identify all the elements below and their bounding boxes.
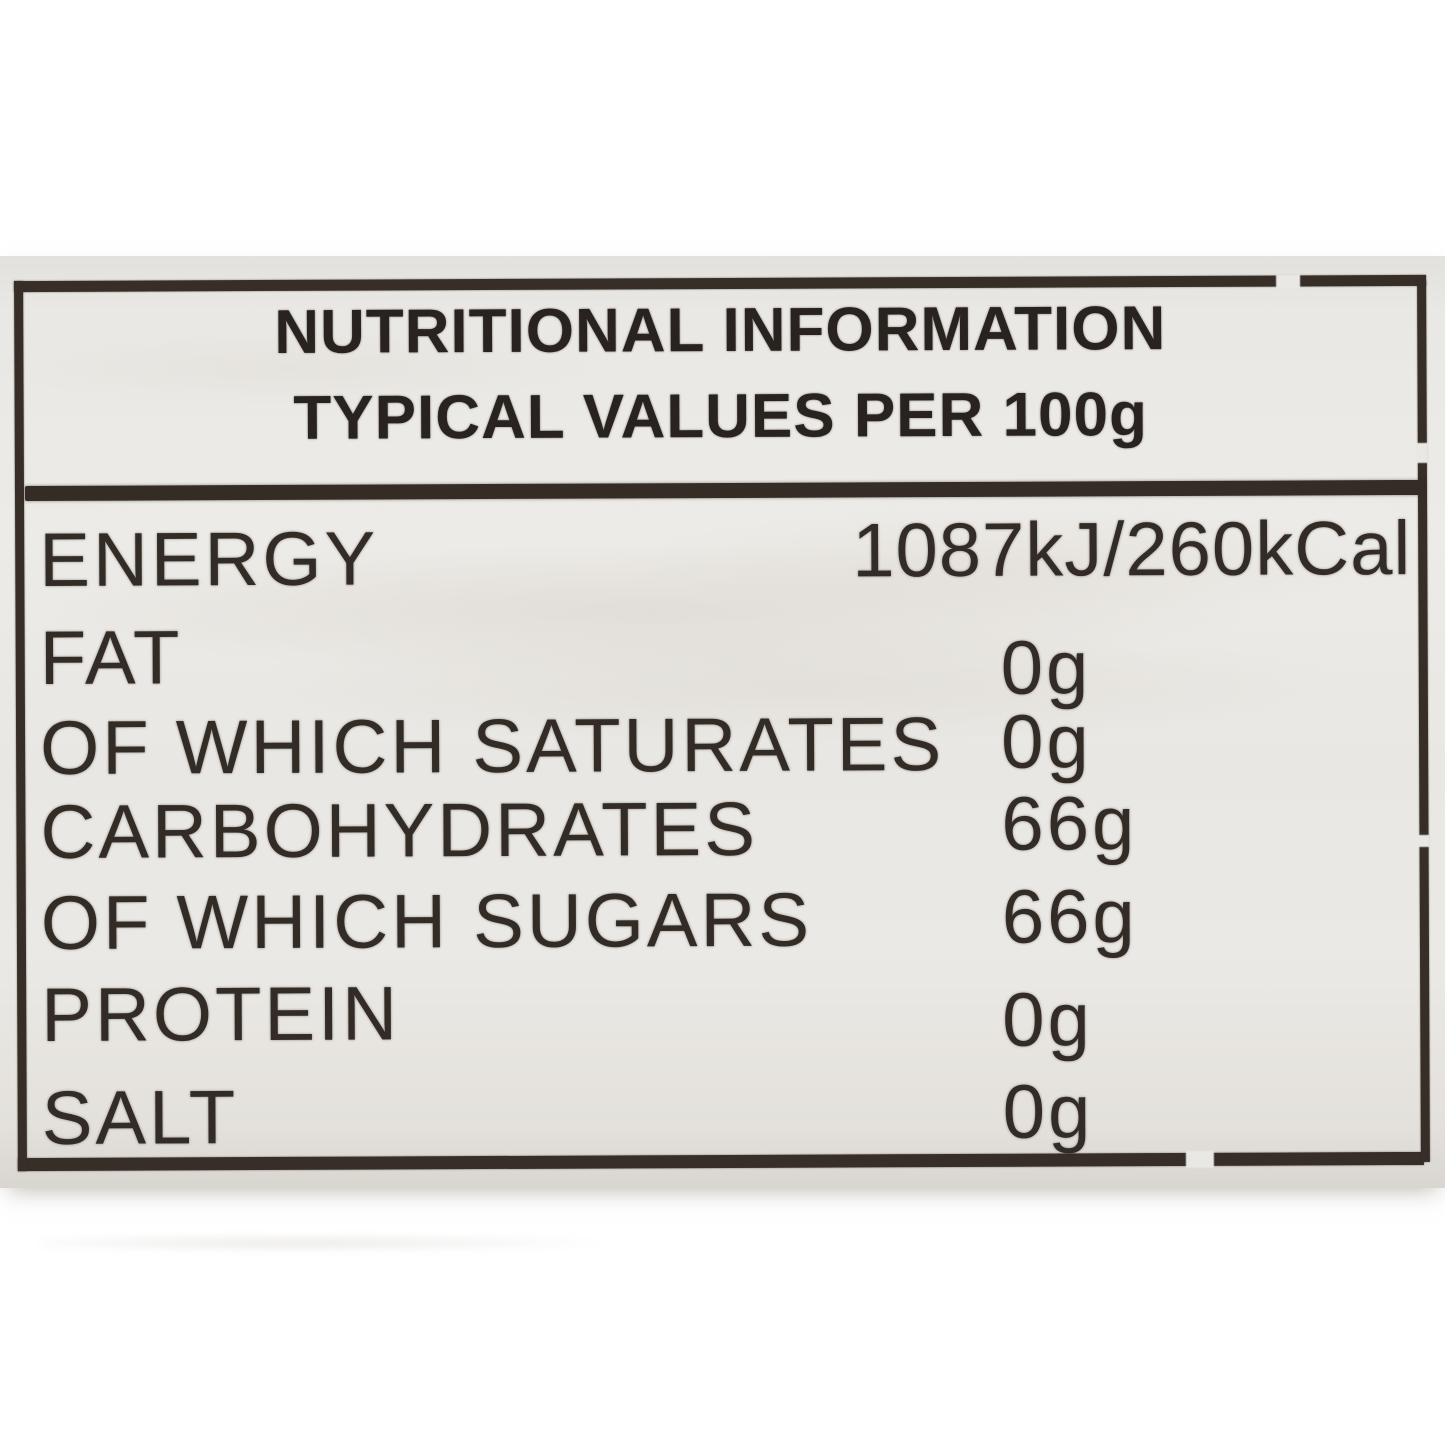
header-separator-rule: [24, 479, 1426, 502]
row-value-protein: 0g: [1002, 977, 1094, 1063]
border-print-gap: [1417, 834, 1430, 847]
border-print-gap: [1415, 442, 1428, 463]
row-label-carbohydrates: CARBOHYDRATES: [40, 786, 759, 875]
photo-smudge: [40, 1232, 900, 1254]
row-value-carbohydrates: 66g: [1001, 781, 1138, 867]
row-label-protein: PROTEIN: [41, 971, 401, 1058]
row-label-energy: ENERGY: [39, 516, 379, 603]
nutrition-facts-box: NUTRITIONAL INFORMATION TYPICAL VALUES P…: [14, 274, 1430, 1172]
border-print-gap: [1185, 1150, 1214, 1168]
row-label-sugars: OF WHICH SUGARS: [40, 877, 813, 966]
row-label-saturates: OF WHICH SATURATES: [39, 702, 945, 791]
row-value-fat: 0g: [1000, 625, 1092, 711]
row-value-sugars: 66g: [1001, 874, 1138, 960]
row-label-salt: SALT: [41, 1075, 239, 1161]
label-paper-photo: [0, 256, 1445, 1188]
row-value-energy: 1087kJ/260kCal: [852, 505, 1412, 594]
header-title: NUTRITIONAL INFORMATION: [274, 294, 1167, 367]
row-value-salt: 0g: [1002, 1069, 1094, 1155]
border-print-gap: [1276, 274, 1301, 289]
row-value-saturates: 0g: [1000, 699, 1092, 785]
header-subtitle: TYPICAL VALUES PER 100g: [293, 380, 1149, 453]
row-label-fat: FAT: [39, 615, 183, 701]
